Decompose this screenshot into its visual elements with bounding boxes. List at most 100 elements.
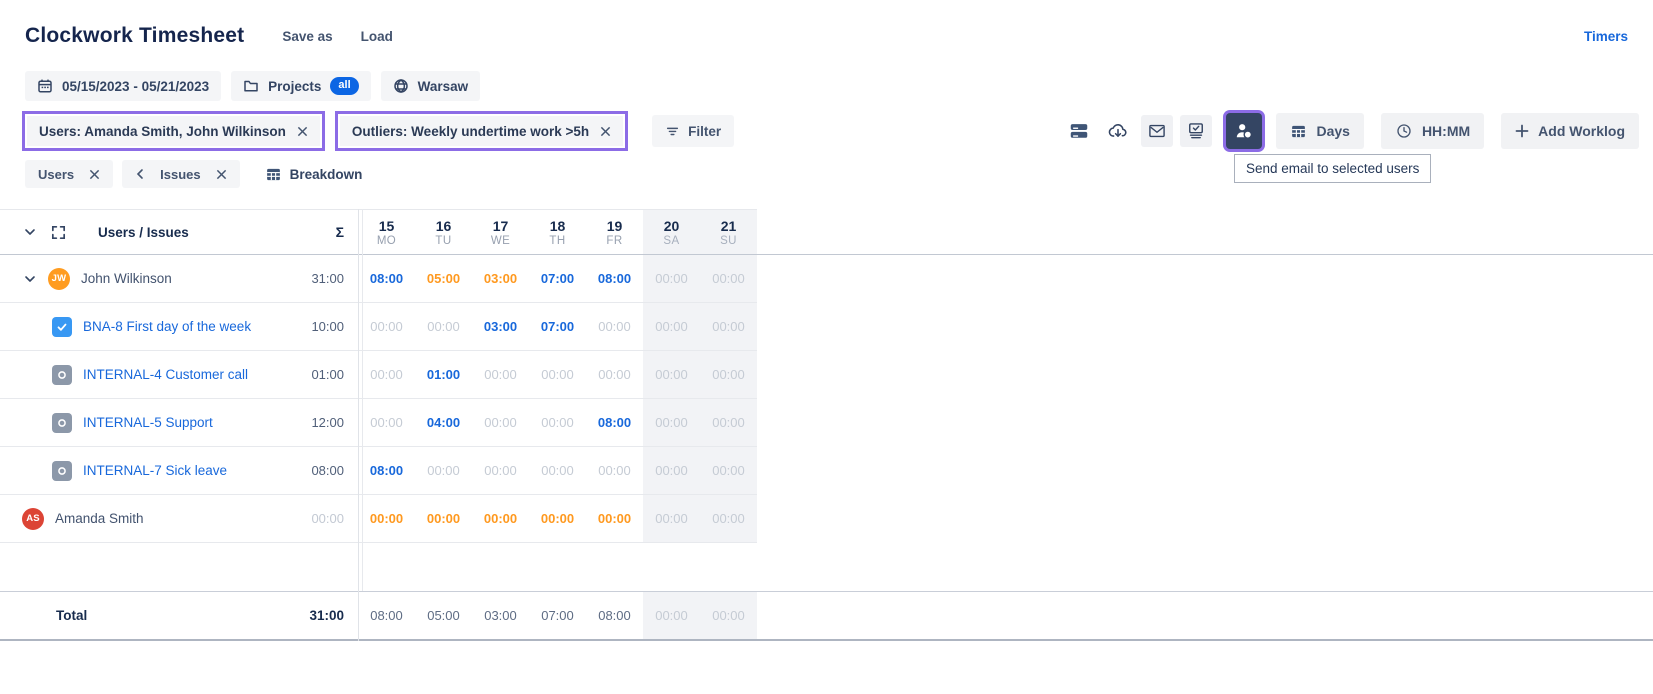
send-email-to-users-button[interactable] <box>1226 113 1263 149</box>
user-row: JW John Wilkinson 31:00 08:00 05:00 03:00 0… <box>0 255 757 303</box>
add-worklog-button[interactable]: Add Worklog <box>1501 113 1639 149</box>
approvals-screen-button[interactable] <box>1180 115 1213 147</box>
tooltip-send-email: Send email to selected users <box>1234 154 1432 183</box>
day-cell[interactable]: 00:00 <box>643 255 700 302</box>
day-cell[interactable]: 00:00 <box>700 399 757 446</box>
collapse-all-chevron-icon[interactable] <box>22 224 38 240</box>
location-chip[interactable]: Warsaw <box>380 71 481 101</box>
day-column-header[interactable]: 15 MO <box>358 210 415 254</box>
table-header: Users / Issues Σ 15 MO 16 TU 17 WE 18 TH… <box>0 209 1653 255</box>
day-cell[interactable]: 08:00 <box>598 608 631 623</box>
issue-type-icon[interactable] <box>52 364 72 385</box>
day-cell[interactable]: 00:00 <box>700 303 757 350</box>
day-cell[interactable]: 00:00 <box>541 463 574 478</box>
day-column-header[interactable]: 21 SU <box>700 210 757 254</box>
day-cell[interactable]: 00:00 <box>426 511 461 526</box>
close-icon[interactable] <box>600 126 611 137</box>
day-cell[interactable]: 00:00 <box>370 415 403 430</box>
day-column-header[interactable]: 17 WE <box>472 210 529 254</box>
group-users-chip[interactable]: Users <box>25 160 114 188</box>
day-cell[interactable]: 03:00 <box>484 608 517 623</box>
users-filter-chip[interactable]: Users: Amanda Smith, John Wilkinson <box>27 116 320 146</box>
day-cell[interactable]: 00:00 <box>484 367 517 382</box>
total-label: Total <box>56 608 88 623</box>
day-cell[interactable]: 05:00 <box>427 608 460 623</box>
day-cell[interactable]: 00:00 <box>643 351 700 398</box>
day-column-header[interactable]: 20 SA <box>643 210 700 254</box>
chevron-left-icon[interactable] <box>135 168 145 180</box>
day-cell[interactable]: 00:00 <box>700 447 757 494</box>
day-cell[interactable]: 00:00 <box>700 351 757 398</box>
breakdown-button[interactable]: Breakdown <box>265 166 362 183</box>
day-cell[interactable]: 07:00 <box>541 608 574 623</box>
close-icon[interactable] <box>216 169 227 180</box>
issue-type-icon[interactable] <box>52 316 72 337</box>
day-cell[interactable]: 07:00 <box>540 319 575 334</box>
chevron-down-icon[interactable] <box>22 271 38 287</box>
day-cell[interactable]: 00:00 <box>427 463 460 478</box>
day-cell[interactable]: 00:00 <box>541 367 574 382</box>
globe-icon <box>393 78 409 94</box>
group-issues-chip[interactable]: Issues <box>122 160 240 188</box>
filter-button[interactable]: Filter <box>652 115 735 147</box>
day-cell[interactable]: 08:00 <box>370 608 403 623</box>
day-cell[interactable]: 05:00 <box>426 271 461 286</box>
day-cell[interactable]: 00:00 <box>597 511 632 526</box>
day-cell[interactable]: 00:00 <box>700 255 757 302</box>
day-cell[interactable]: 04:00 <box>426 415 461 430</box>
row-density-button[interactable] <box>1063 115 1095 147</box>
day-cell[interactable]: 00:00 <box>643 495 700 542</box>
issue-link[interactable]: INTERNAL-7 Sick leave <box>83 463 228 478</box>
day-cell[interactable]: 07:00 <box>540 271 575 286</box>
expand-fullscreen-icon[interactable] <box>50 224 67 241</box>
day-cell[interactable]: 00:00 <box>370 319 403 334</box>
issue-link[interactable]: INTERNAL-4 Customer call <box>83 367 249 382</box>
day-cell[interactable]: 00:00 <box>427 319 460 334</box>
outliers-filter-chip[interactable]: Outliers: Weekly undertime work >5h <box>339 116 624 146</box>
day-cell[interactable]: 00:00 <box>484 415 517 430</box>
day-cell[interactable]: 00:00 <box>483 511 518 526</box>
day-cell[interactable]: 00:00 <box>700 495 757 542</box>
day-cell[interactable]: 08:00 <box>597 415 632 430</box>
cloud-download-button[interactable] <box>1102 115 1134 147</box>
day-cell[interactable]: 00:00 <box>700 592 757 639</box>
total-row: Total 31:00 08:00 05:00 03:00 07:00 08:00 00:… <box>0 591 1653 641</box>
timers-link[interactable]: Timers <box>1583 28 1628 44</box>
day-column-header[interactable]: 18 TH <box>529 210 586 254</box>
load-button[interactable]: Load <box>360 28 393 44</box>
day-cell[interactable]: 00:00 <box>643 303 700 350</box>
day-cell[interactable]: 00:00 <box>643 399 700 446</box>
total-sum: 31:00 <box>309 608 344 623</box>
day-cell[interactable]: 00:00 <box>643 447 700 494</box>
day-cell[interactable]: 01:00 <box>426 367 461 382</box>
day-cell[interactable]: 03:00 <box>483 319 518 334</box>
day-cell[interactable]: 00:00 <box>643 592 700 639</box>
day-column-header[interactable]: 19 FR <box>586 210 643 254</box>
day-cell[interactable]: 00:00 <box>369 511 404 526</box>
time-format-button[interactable]: HH:MM <box>1380 113 1485 149</box>
day-cell[interactable]: 00:00 <box>540 511 575 526</box>
day-column-header[interactable]: 16 TU <box>415 210 472 254</box>
date-range-chip[interactable]: 05/15/2023 - 05/21/2023 <box>25 71 222 101</box>
issue-type-icon[interactable] <box>52 460 72 481</box>
issue-type-icon[interactable] <box>52 412 72 433</box>
close-icon[interactable] <box>89 169 100 180</box>
mail-button[interactable] <box>1141 115 1174 147</box>
day-cell[interactable]: 00:00 <box>598 319 631 334</box>
day-cell[interactable]: 08:00 <box>369 463 404 478</box>
day-cell[interactable]: 03:00 <box>483 271 518 286</box>
day-cell[interactable]: 00:00 <box>370 367 403 382</box>
projects-chip[interactable]: Projects all <box>231 71 371 101</box>
day-cell[interactable]: 08:00 <box>369 271 404 286</box>
days-view-button[interactable]: Days <box>1276 113 1364 149</box>
day-cell[interactable]: 00:00 <box>598 367 631 382</box>
day-cell[interactable]: 08:00 <box>597 271 632 286</box>
save-as-button[interactable]: Save as <box>282 28 333 44</box>
day-cell[interactable]: 00:00 <box>598 463 631 478</box>
close-icon[interactable] <box>297 126 308 137</box>
day-cell[interactable]: 00:00 <box>541 415 574 430</box>
day-columns-header: 15 MO 16 TU 17 WE 18 TH 19 FR 20 SA 21 S… <box>358 210 757 254</box>
day-cell[interactable]: 00:00 <box>484 463 517 478</box>
issue-link[interactable]: BNA-8 First day of the week <box>83 319 252 334</box>
issue-link[interactable]: INTERNAL-5 Support <box>83 415 213 430</box>
